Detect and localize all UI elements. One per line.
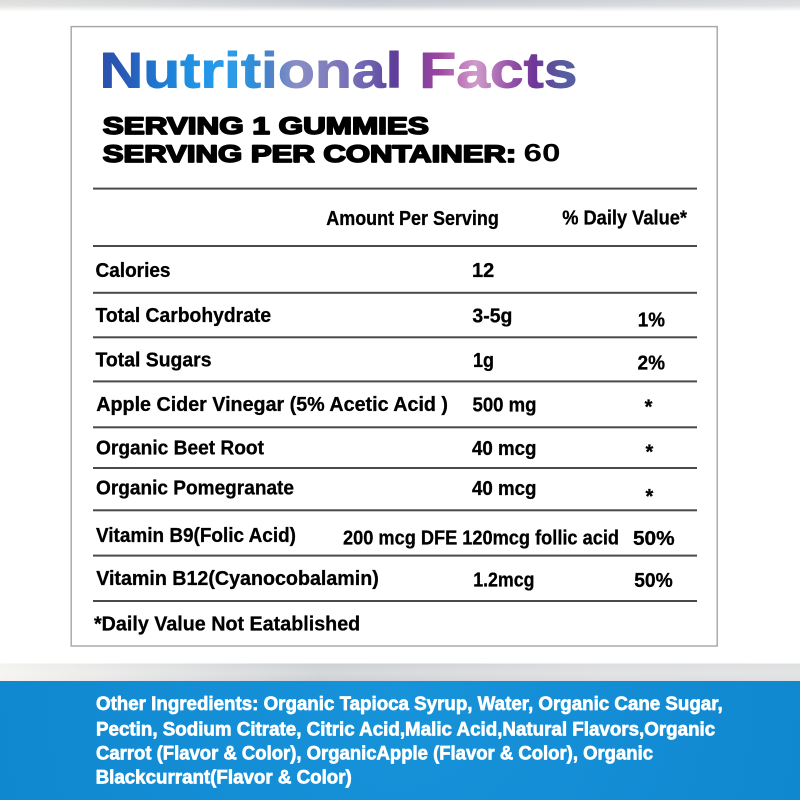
svg-text:Nutritional Facts: Nutritional Facts (100, 43, 578, 99)
svg-text:*Daily Value Not Eatablished: *Daily Value Not Eatablished (94, 614, 360, 636)
svg-text:Organic Beet Root: Organic Beet Root (96, 437, 264, 459)
svg-text:SERVING PER CONTAINER:: SERVING PER CONTAINER: (103, 141, 517, 168)
svg-text:1%: 1% (638, 310, 665, 332)
svg-text:Calories: Calories (96, 260, 171, 282)
svg-text:12: 12 (472, 260, 494, 282)
svg-text:*: * (646, 442, 654, 464)
svg-text:Carrot (Flavor & Color), Organ: Carrot (Flavor & Color), OrganicApple (F… (96, 743, 653, 765)
svg-text:Blackcurrant(Flavor & Color): Blackcurrant(Flavor & Color) (96, 767, 352, 789)
svg-text:40 mcg: 40 mcg (472, 438, 537, 460)
svg-text:Total Sugars: Total Sugars (96, 349, 212, 371)
svg-text:1.2mcg: 1.2mcg (473, 570, 534, 592)
svg-text:500 mg: 500 mg (473, 394, 537, 416)
svg-text:Pectin, Sodium Citrate, Citric: Pectin, Sodium Citrate, Citric Acid,Mali… (96, 719, 715, 741)
svg-text:200 mcg DFE 120mcg follic acid: 200 mcg DFE 120mcg follic acid (343, 528, 619, 550)
svg-text:SERVING 1 GUMMIES: SERVING 1 GUMMIES (103, 113, 429, 140)
svg-text:Vitamin B9(Folic Acid): Vitamin B9(Folic Acid) (96, 525, 296, 547)
svg-text:Total Carbohydrate: Total Carbohydrate (96, 305, 272, 327)
svg-text:Apple Cider Vinegar (5% Acetic: Apple Cider Vinegar (5% Acetic Acid ) (96, 394, 448, 416)
svg-text:50%: 50% (634, 570, 673, 592)
svg-text:2%: 2% (638, 353, 666, 375)
svg-text:60: 60 (524, 140, 561, 168)
svg-text:50%: 50% (633, 528, 675, 550)
svg-text:Organic Pomegranate: Organic Pomegranate (96, 477, 294, 499)
svg-text:% Daily Value*: % Daily Value* (562, 208, 687, 230)
svg-text:40 mcg: 40 mcg (472, 478, 537, 500)
svg-text:Amount Per Serving: Amount Per Serving (326, 208, 499, 230)
svg-text:*: * (645, 397, 653, 419)
svg-text:*: * (646, 486, 654, 508)
svg-text:3-5g: 3-5g (472, 306, 512, 328)
svg-text:1g: 1g (473, 350, 494, 372)
svg-text:Vitamin B12(Cyanocobalamin): Vitamin B12(Cyanocobalamin) (96, 568, 379, 590)
svg-text:Other Ingredients: Organic Tap: Other Ingredients: Organic Tapioca Syrup… (96, 693, 723, 715)
